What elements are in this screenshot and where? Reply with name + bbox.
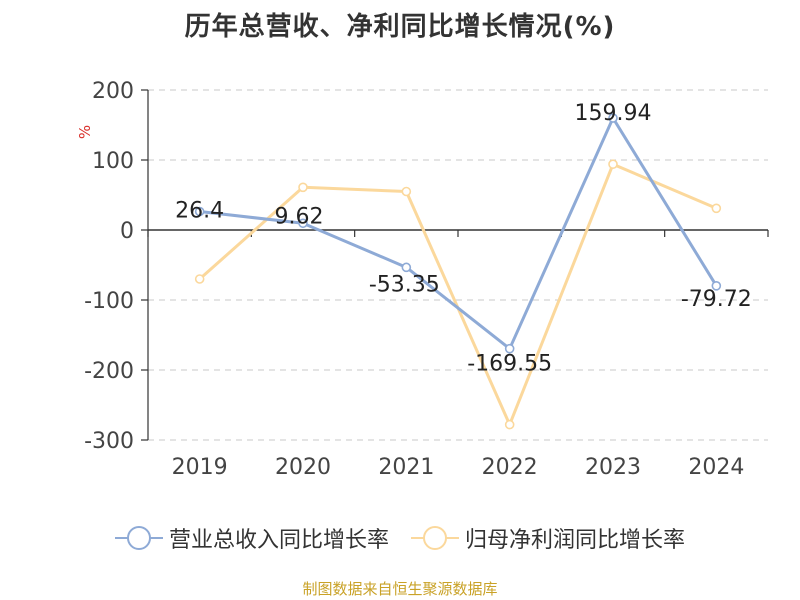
data-label: 159.94: [575, 101, 652, 126]
x-tick-label: 2024: [688, 455, 744, 480]
data-point[interactable]: [504, 419, 515, 430]
y-tick-label: -300: [84, 429, 134, 454]
series-line-0: [199, 116, 718, 351]
data-labels: 26.4 9.62 -53.35 -169.55 159.94 -79.72: [175, 101, 752, 377]
x-tick-label: 2023: [585, 455, 641, 480]
axes: [141, 89, 769, 441]
y-axis-label: %: [76, 125, 94, 139]
y-tick-label: 100: [92, 149, 134, 174]
y-tick-labels: 200 100 0 -100 -200 -300: [84, 79, 134, 454]
legend-marker-revenue-icon: [114, 524, 163, 552]
grid-lines: [148, 89, 768, 441]
legend-marker-net-profit-icon: [411, 524, 459, 552]
chart-title: 历年总营收、净利同比增长情况(%): [184, 12, 616, 42]
data-point[interactable]: [194, 274, 205, 284]
legend: 营业总收入同比增长率 归母净利润同比增长率: [0, 518, 800, 558]
data-point[interactable]: [298, 218, 308, 229]
x-tick-labels: 2019 2020 2021 2022 2023 2024: [172, 455, 745, 480]
data-point[interactable]: [711, 203, 722, 214]
y-tick-label: 200: [92, 79, 134, 104]
legend-item-revenue[interactable]: 营业总收入同比增长率: [114, 522, 389, 554]
x-tick-label: 2020: [275, 455, 331, 480]
series-line-1: [198, 162, 717, 427]
series-lines: [198, 116, 718, 427]
y-tick-label: -100: [84, 289, 134, 314]
data-point[interactable]: [608, 159, 618, 169]
data-label: -79.72: [681, 287, 752, 312]
data-label: 26.4: [175, 199, 224, 224]
y-tick-label: 0: [120, 219, 134, 244]
source-note: 制图数据来自恒生聚源数据库: [302, 580, 498, 598]
data-point[interactable]: [298, 182, 308, 193]
legend-label-net-profit: 归母净利润同比增长率: [465, 528, 686, 553]
x-tick-label: 2019: [172, 455, 228, 480]
legend-label-revenue: 营业总收入同比增长率: [168, 528, 389, 553]
series-points: [194, 113, 722, 430]
legend-item-net-profit[interactable]: 归母净利润同比增长率: [411, 522, 685, 554]
x-tick-label: 2022: [482, 455, 538, 480]
data-point[interactable]: [504, 343, 515, 354]
data-point[interactable]: [401, 186, 412, 197]
data-label: -169.55: [467, 352, 552, 377]
data-point[interactable]: [711, 281, 722, 291]
data-label: -53.35: [369, 272, 440, 297]
y-tick-label: -200: [84, 359, 134, 384]
data-label: 9.62: [275, 204, 324, 229]
data-point[interactable]: [608, 113, 618, 123]
data-point[interactable]: [194, 206, 205, 217]
data-point[interactable]: [401, 262, 412, 273]
line-chart: 200 100 0 -100 -200 -300 2019 2020 2021 2022 2023…: [76, 79, 769, 480]
x-tick-label: 2021: [378, 455, 434, 480]
